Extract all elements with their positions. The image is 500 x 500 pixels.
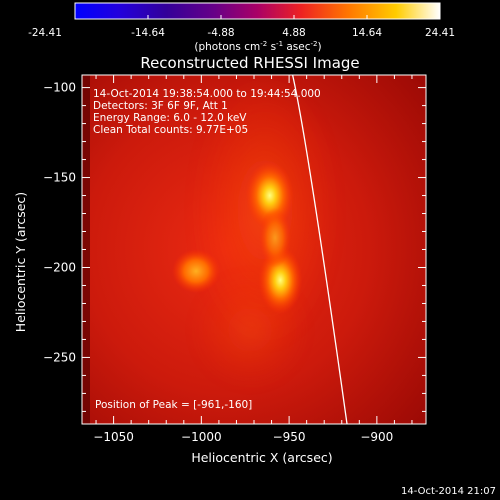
annotation-peak-position: Position of Peak = [-961,-160]	[95, 399, 252, 411]
emission-bridge	[259, 207, 292, 268]
tick-label: −200	[43, 260, 76, 274]
y-axis-label: Heliocentric Y (arcsec)	[13, 192, 28, 332]
heatmap-image	[82, 75, 426, 424]
emission-source	[172, 249, 221, 294]
tick-label: −950	[273, 430, 306, 444]
x-axis-label: Heliocentric X (arcsec)	[191, 450, 332, 465]
colorbar-tick-label: -24.41	[28, 27, 62, 39]
tick-label: −900	[360, 430, 393, 444]
tick-label: −100	[43, 81, 76, 95]
annotation-energy-range: Energy Range: 6.0 - 12.0 keV	[93, 112, 247, 124]
colorbar	[74, 2, 441, 20]
tick-label: −250	[43, 350, 76, 364]
tick-label: −150	[43, 171, 76, 185]
tick-label: −1050	[93, 430, 134, 444]
colorbar-tick-label: 14.64	[352, 27, 382, 39]
colorbar-tick-label: -4.88	[207, 27, 234, 39]
colorbar-units: (photons cm-2 s-1 asec-2)	[194, 40, 321, 53]
annotation-clean-counts: Clean Total counts: 9.77E+05	[93, 124, 248, 136]
colorbar-ticks	[74, 15, 441, 19]
annotation-detectors: Detectors: 3F 6F 9F, Att 1	[93, 100, 228, 112]
tick-label: −1000	[181, 430, 222, 444]
colorbar-tick-label: -14.64	[131, 27, 165, 39]
solar-limb-curve	[291, 74, 348, 425]
colorbar-tick-label: 24.41	[425, 27, 455, 39]
chart-title: Reconstructed RHESSI Image	[140, 54, 359, 72]
annotation-time-range: 14-Oct-2014 19:38:54.000 to 19:44:54.000	[93, 88, 321, 100]
colorbar-tick-label: 4.88	[282, 27, 305, 39]
footer-timestamp: 14-Oct-2014 21:07	[401, 486, 496, 497]
